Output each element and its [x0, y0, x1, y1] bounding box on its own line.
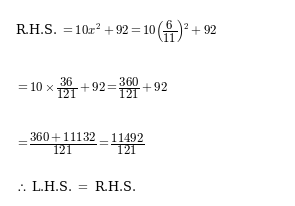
Text: $= 10 \times \dfrac{36}{121} + 92 = \dfrac{360}{121} + 92$: $= 10 \times \dfrac{36}{121} + 92 = \dfr…: [15, 75, 168, 101]
Text: $\therefore$ L.H.S. $=$ R.H.S.: $\therefore$ L.H.S. $=$ R.H.S.: [15, 179, 136, 193]
Text: $= \dfrac{360+11132}{121} = \dfrac{11492}{121}$: $= \dfrac{360+11132}{121} = \dfrac{11492…: [15, 130, 145, 157]
Text: R.H.S. $= 10x^2 + 92 = 10\left(\dfrac{6}{11}\right)^{\!2} + 92$: R.H.S. $= 10x^2 + 92 = 10\left(\dfrac{6}…: [15, 16, 217, 43]
